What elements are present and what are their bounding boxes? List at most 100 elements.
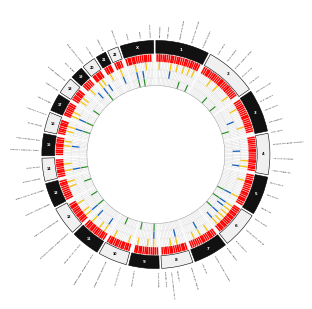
Wedge shape: [233, 188, 241, 192]
Wedge shape: [173, 237, 176, 245]
Wedge shape: [80, 188, 88, 193]
Wedge shape: [185, 225, 189, 233]
Wedge shape: [247, 169, 255, 171]
Wedge shape: [168, 71, 171, 79]
Wedge shape: [58, 130, 66, 133]
Wedge shape: [215, 78, 221, 84]
Wedge shape: [62, 186, 69, 190]
Wedge shape: [184, 226, 188, 233]
Wedge shape: [84, 219, 90, 226]
Wedge shape: [222, 192, 230, 197]
Wedge shape: [237, 126, 244, 130]
Wedge shape: [99, 81, 105, 88]
Wedge shape: [214, 216, 220, 222]
Wedge shape: [59, 127, 67, 130]
Wedge shape: [203, 234, 208, 241]
Wedge shape: [220, 179, 227, 183]
Wedge shape: [72, 98, 79, 104]
Wedge shape: [61, 185, 69, 189]
Wedge shape: [201, 206, 207, 212]
Wedge shape: [77, 181, 84, 185]
Wedge shape: [72, 145, 80, 147]
Wedge shape: [78, 90, 85, 95]
Wedge shape: [230, 174, 237, 177]
Wedge shape: [85, 108, 92, 113]
Wedge shape: [237, 105, 244, 110]
Wedge shape: [72, 163, 80, 165]
Wedge shape: [203, 234, 208, 241]
Wedge shape: [193, 80, 197, 87]
Wedge shape: [180, 83, 183, 90]
Wedge shape: [136, 64, 139, 72]
Wedge shape: [218, 91, 224, 98]
Wedge shape: [80, 203, 87, 208]
Wedge shape: [247, 138, 255, 141]
Wedge shape: [150, 223, 152, 231]
Wedge shape: [108, 94, 114, 101]
Wedge shape: [104, 98, 110, 104]
Wedge shape: [117, 79, 122, 86]
Wedge shape: [82, 191, 89, 196]
Wedge shape: [69, 201, 76, 206]
Wedge shape: [167, 247, 169, 254]
Wedge shape: [65, 139, 72, 142]
Wedge shape: [101, 79, 107, 86]
Text: ATG5, IKZF2: ATG5, IKZF2: [217, 44, 225, 55]
Wedge shape: [209, 105, 215, 111]
Wedge shape: [58, 175, 66, 178]
Wedge shape: [154, 223, 155, 231]
Wedge shape: [208, 199, 215, 204]
Wedge shape: [158, 54, 160, 62]
Wedge shape: [131, 220, 134, 227]
Wedge shape: [56, 141, 64, 143]
Wedge shape: [221, 95, 228, 101]
Wedge shape: [133, 57, 136, 64]
Wedge shape: [81, 217, 88, 223]
Text: JAZF1, PTTG1: JAZF1, PTTG1: [149, 23, 150, 37]
Wedge shape: [90, 190, 97, 195]
Wedge shape: [209, 198, 216, 203]
Wedge shape: [150, 247, 152, 255]
Wedge shape: [56, 139, 64, 142]
Wedge shape: [232, 142, 240, 144]
Wedge shape: [56, 150, 63, 152]
Wedge shape: [249, 156, 256, 158]
Wedge shape: [195, 82, 200, 89]
Wedge shape: [80, 162, 87, 164]
Wedge shape: [171, 64, 174, 71]
Wedge shape: [176, 236, 180, 244]
Wedge shape: [145, 79, 147, 86]
Wedge shape: [81, 136, 89, 139]
Wedge shape: [131, 57, 134, 65]
Wedge shape: [180, 66, 183, 74]
Wedge shape: [246, 132, 254, 135]
Wedge shape: [175, 237, 178, 244]
Wedge shape: [71, 188, 78, 192]
Text: KCNQ4, ANKS1A, RGS1: KCNQ4, ANKS1A, RGS1: [235, 50, 253, 69]
Wedge shape: [220, 178, 228, 182]
Wedge shape: [207, 200, 214, 205]
Wedge shape: [235, 121, 242, 125]
Wedge shape: [234, 120, 242, 124]
Wedge shape: [106, 67, 111, 74]
Text: HLA region: HLA region: [85, 46, 93, 57]
Wedge shape: [166, 79, 168, 87]
Wedge shape: [215, 203, 222, 208]
Wedge shape: [214, 76, 219, 83]
Wedge shape: [180, 58, 184, 66]
Wedge shape: [223, 86, 230, 92]
Wedge shape: [240, 162, 248, 164]
Wedge shape: [98, 200, 105, 205]
Text: 20: 20: [90, 66, 95, 70]
Wedge shape: [152, 78, 153, 86]
Wedge shape: [101, 213, 107, 220]
Wedge shape: [64, 157, 71, 159]
Wedge shape: [105, 67, 110, 74]
Wedge shape: [134, 65, 137, 72]
Wedge shape: [239, 138, 247, 140]
Wedge shape: [175, 65, 178, 72]
Wedge shape: [64, 165, 72, 168]
Wedge shape: [116, 62, 120, 70]
Wedge shape: [161, 250, 193, 269]
Wedge shape: [226, 186, 233, 190]
